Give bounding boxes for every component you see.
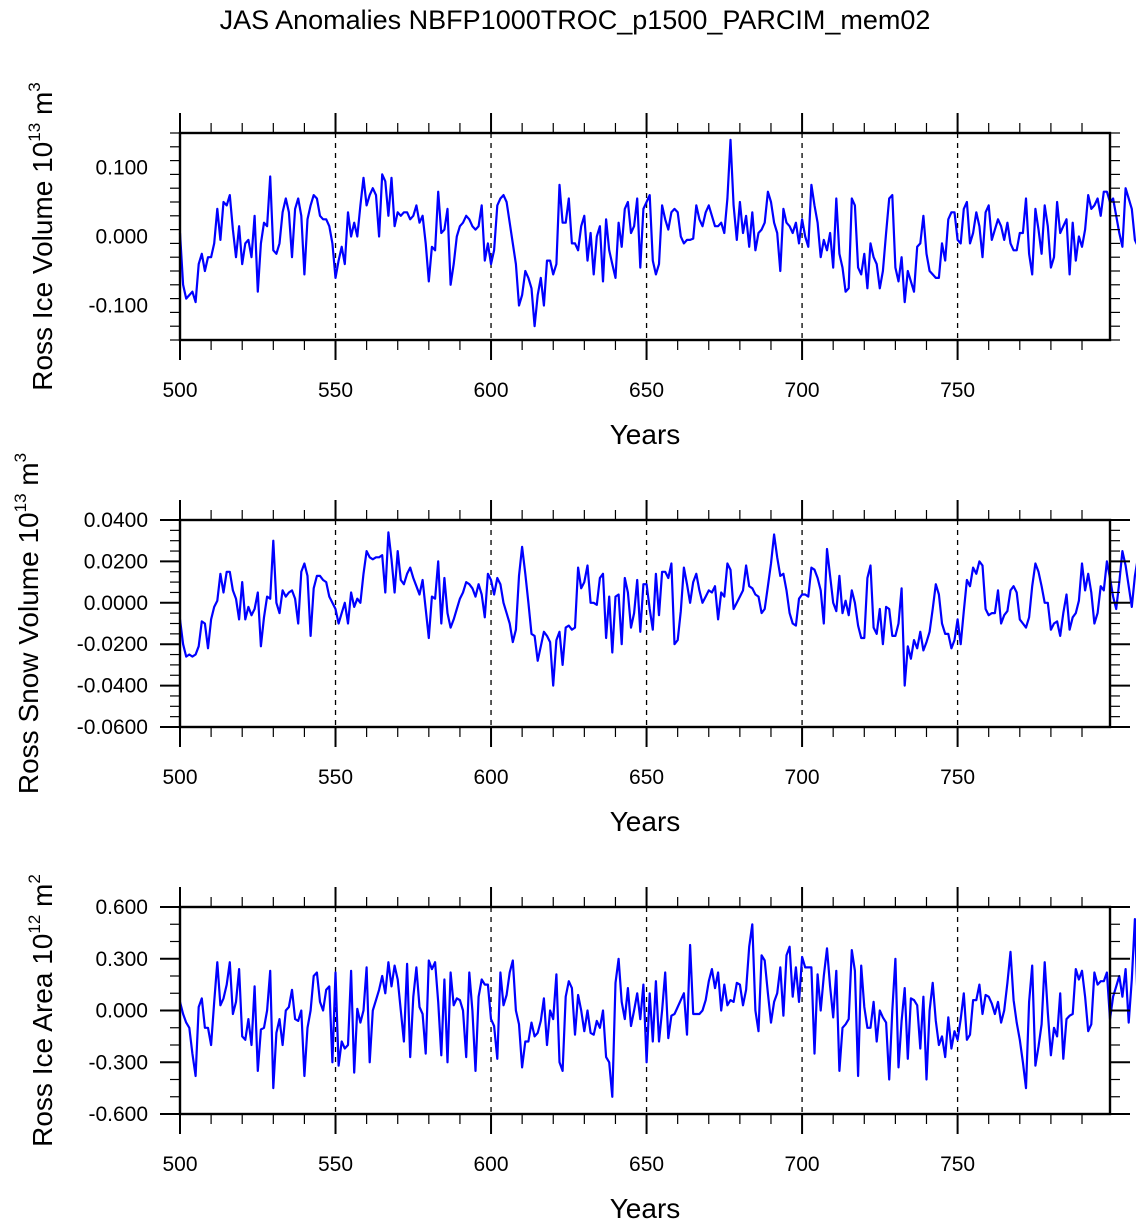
panel-1-x-tick-label: 700 xyxy=(785,379,820,402)
panel-3-x-tick-label: 650 xyxy=(629,1153,664,1176)
panel-2-x-tick-label: 600 xyxy=(474,766,509,789)
panel-3-series-line xyxy=(178,917,1136,1098)
y-axis-title-unit: m xyxy=(27,884,58,915)
panel-2-y-tick-label: 0.0000 xyxy=(84,592,148,615)
y-axis-title-exponent: 13 xyxy=(11,493,30,512)
y-axis-title-unit-exponent: 2 xyxy=(25,874,44,883)
panel-1-x-tick-label: 550 xyxy=(318,379,353,402)
panel-3-x-tick-label: 550 xyxy=(318,1153,353,1176)
panel-3-x-tick-label: 600 xyxy=(474,1153,509,1176)
panel-2-y-tick-label: -0.0400 xyxy=(77,675,148,698)
panel-1-series-line xyxy=(178,138,1136,328)
panel-1-y-tick-label: 0.000 xyxy=(95,226,148,249)
panel-1-x-axis-title: Years xyxy=(610,419,681,450)
panel-3-y-axis-title: Ross Ice Area 1012 m2 xyxy=(25,874,58,1147)
panel-3-y-tick-label: -0.300 xyxy=(88,1051,148,1074)
y-axis-title-exponent: 12 xyxy=(25,915,44,934)
panel-2-x-tick-label: 700 xyxy=(785,766,820,789)
panel-1-x-tick-label: 600 xyxy=(474,379,509,402)
panel-3-x-tick-label: 500 xyxy=(162,1153,197,1176)
panel-2-x-tick-label: 650 xyxy=(629,766,664,789)
y-axis-title-unit-exponent: 3 xyxy=(25,82,44,91)
panel-3-x-axis-title: Years xyxy=(610,1193,681,1224)
panel-1-y-tick-label: -0.100 xyxy=(88,295,148,318)
panel-2-y-tick-label: 0.0200 xyxy=(84,550,148,573)
panel-2-x-tick-label: 500 xyxy=(162,766,197,789)
panel-1-y-axis-title: Ross Ice Volume 1013 m3 xyxy=(25,82,58,391)
panel-1-x-tick-label: 500 xyxy=(162,379,197,402)
panel-3-x-tick-label: 700 xyxy=(785,1153,820,1176)
panel-3-y-tick-label: 0.000 xyxy=(95,1000,148,1023)
panel-2-y-tick-label: -0.0600 xyxy=(77,716,148,739)
panel-1-x-tick-label: 750 xyxy=(940,379,975,402)
panel-1-frame xyxy=(178,131,1112,342)
panel-2-x-tick-label: 750 xyxy=(940,766,975,789)
panel-2-series-line xyxy=(178,531,1136,687)
figure-title: JAS Anomalies NBFP1000TROC_p1500_PARCIM_… xyxy=(220,5,931,35)
panel-2-x-tick-label: 550 xyxy=(318,766,353,789)
y-axis-title-text: Ross Ice Volume 10 xyxy=(27,142,58,391)
panel-3-x-tick-label: 750 xyxy=(940,1153,975,1176)
panel-3-y-tick-label: 0.600 xyxy=(95,896,148,919)
y-axis-title-text: Ross Ice Area 10 xyxy=(27,934,58,1147)
panel-2-x-axis-title: Years xyxy=(610,806,681,837)
panel-1-y-tick-label: 0.100 xyxy=(95,157,148,180)
y-axis-title-unit: m xyxy=(27,92,58,123)
panel-3-y-tick-label: -0.600 xyxy=(88,1103,148,1126)
y-axis-title-unit: m xyxy=(13,462,44,493)
y-axis-title-text: Ross Snow Volume 10 xyxy=(13,512,44,794)
panel-2-y-axis-title: Ross Snow Volume 1013 m3 xyxy=(11,453,44,794)
panel-2-y-tick-label: 0.0400 xyxy=(84,509,148,532)
y-axis-title-unit-exponent: 3 xyxy=(11,453,30,462)
panel-1-x-tick-label: 650 xyxy=(629,379,664,402)
panel-2-frame xyxy=(178,518,1112,729)
y-axis-title-exponent: 13 xyxy=(25,123,44,142)
panel-2-y-tick-label: -0.0200 xyxy=(77,633,148,656)
panel-3-y-tick-label: 0.300 xyxy=(95,948,148,971)
